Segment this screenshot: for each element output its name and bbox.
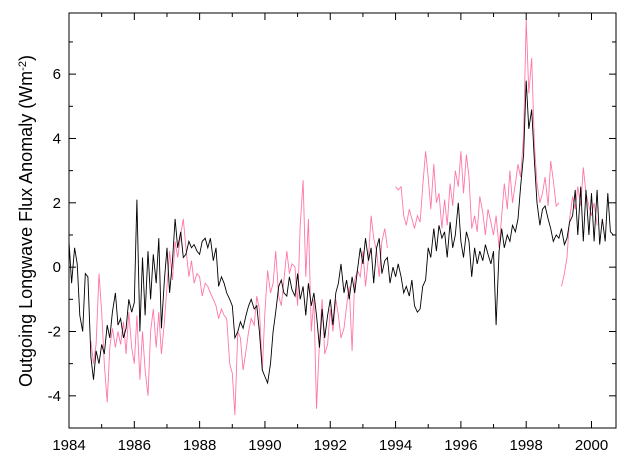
ticks-layer bbox=[68, 13, 616, 429]
x-tick-label: 1994 bbox=[379, 437, 412, 454]
x-tick-label: 1988 bbox=[183, 437, 216, 454]
tick-labels-layer: 1984 1986 1988 1990 1992 1994 1996 1998 2000 -4 -2… bbox=[48, 66, 609, 454]
y-tick-label: 6 bbox=[53, 66, 61, 83]
x-tick-label: 1992 bbox=[314, 437, 347, 454]
x-tick-label: 1986 bbox=[118, 437, 151, 454]
plot-frame bbox=[68, 12, 617, 429]
y-tick-label: 0 bbox=[53, 259, 61, 276]
x-tick-label: 1990 bbox=[248, 437, 281, 454]
x-tick-label: 1998 bbox=[510, 437, 543, 454]
series-black-line bbox=[68, 80, 614, 385]
x-tick-label: 2000 bbox=[575, 437, 608, 454]
y-tick-label: -4 bbox=[48, 388, 61, 405]
series-layer bbox=[68, 19, 614, 416]
series-pink-line-segment-1 bbox=[90, 180, 388, 416]
x-tick-label: 1984 bbox=[52, 437, 85, 454]
y-tick-label: -2 bbox=[48, 323, 61, 340]
y-axis-title: Outgoing Longwave Flux Anomaly (Wm-2) bbox=[16, 55, 36, 387]
series-pink-line-segment-3 bbox=[561, 167, 598, 287]
x-tick-label: 1996 bbox=[444, 437, 477, 454]
y-tick-label: 2 bbox=[53, 195, 61, 212]
y-tick-label: 4 bbox=[53, 130, 61, 147]
series-pink-line-segment-2 bbox=[395, 19, 560, 248]
